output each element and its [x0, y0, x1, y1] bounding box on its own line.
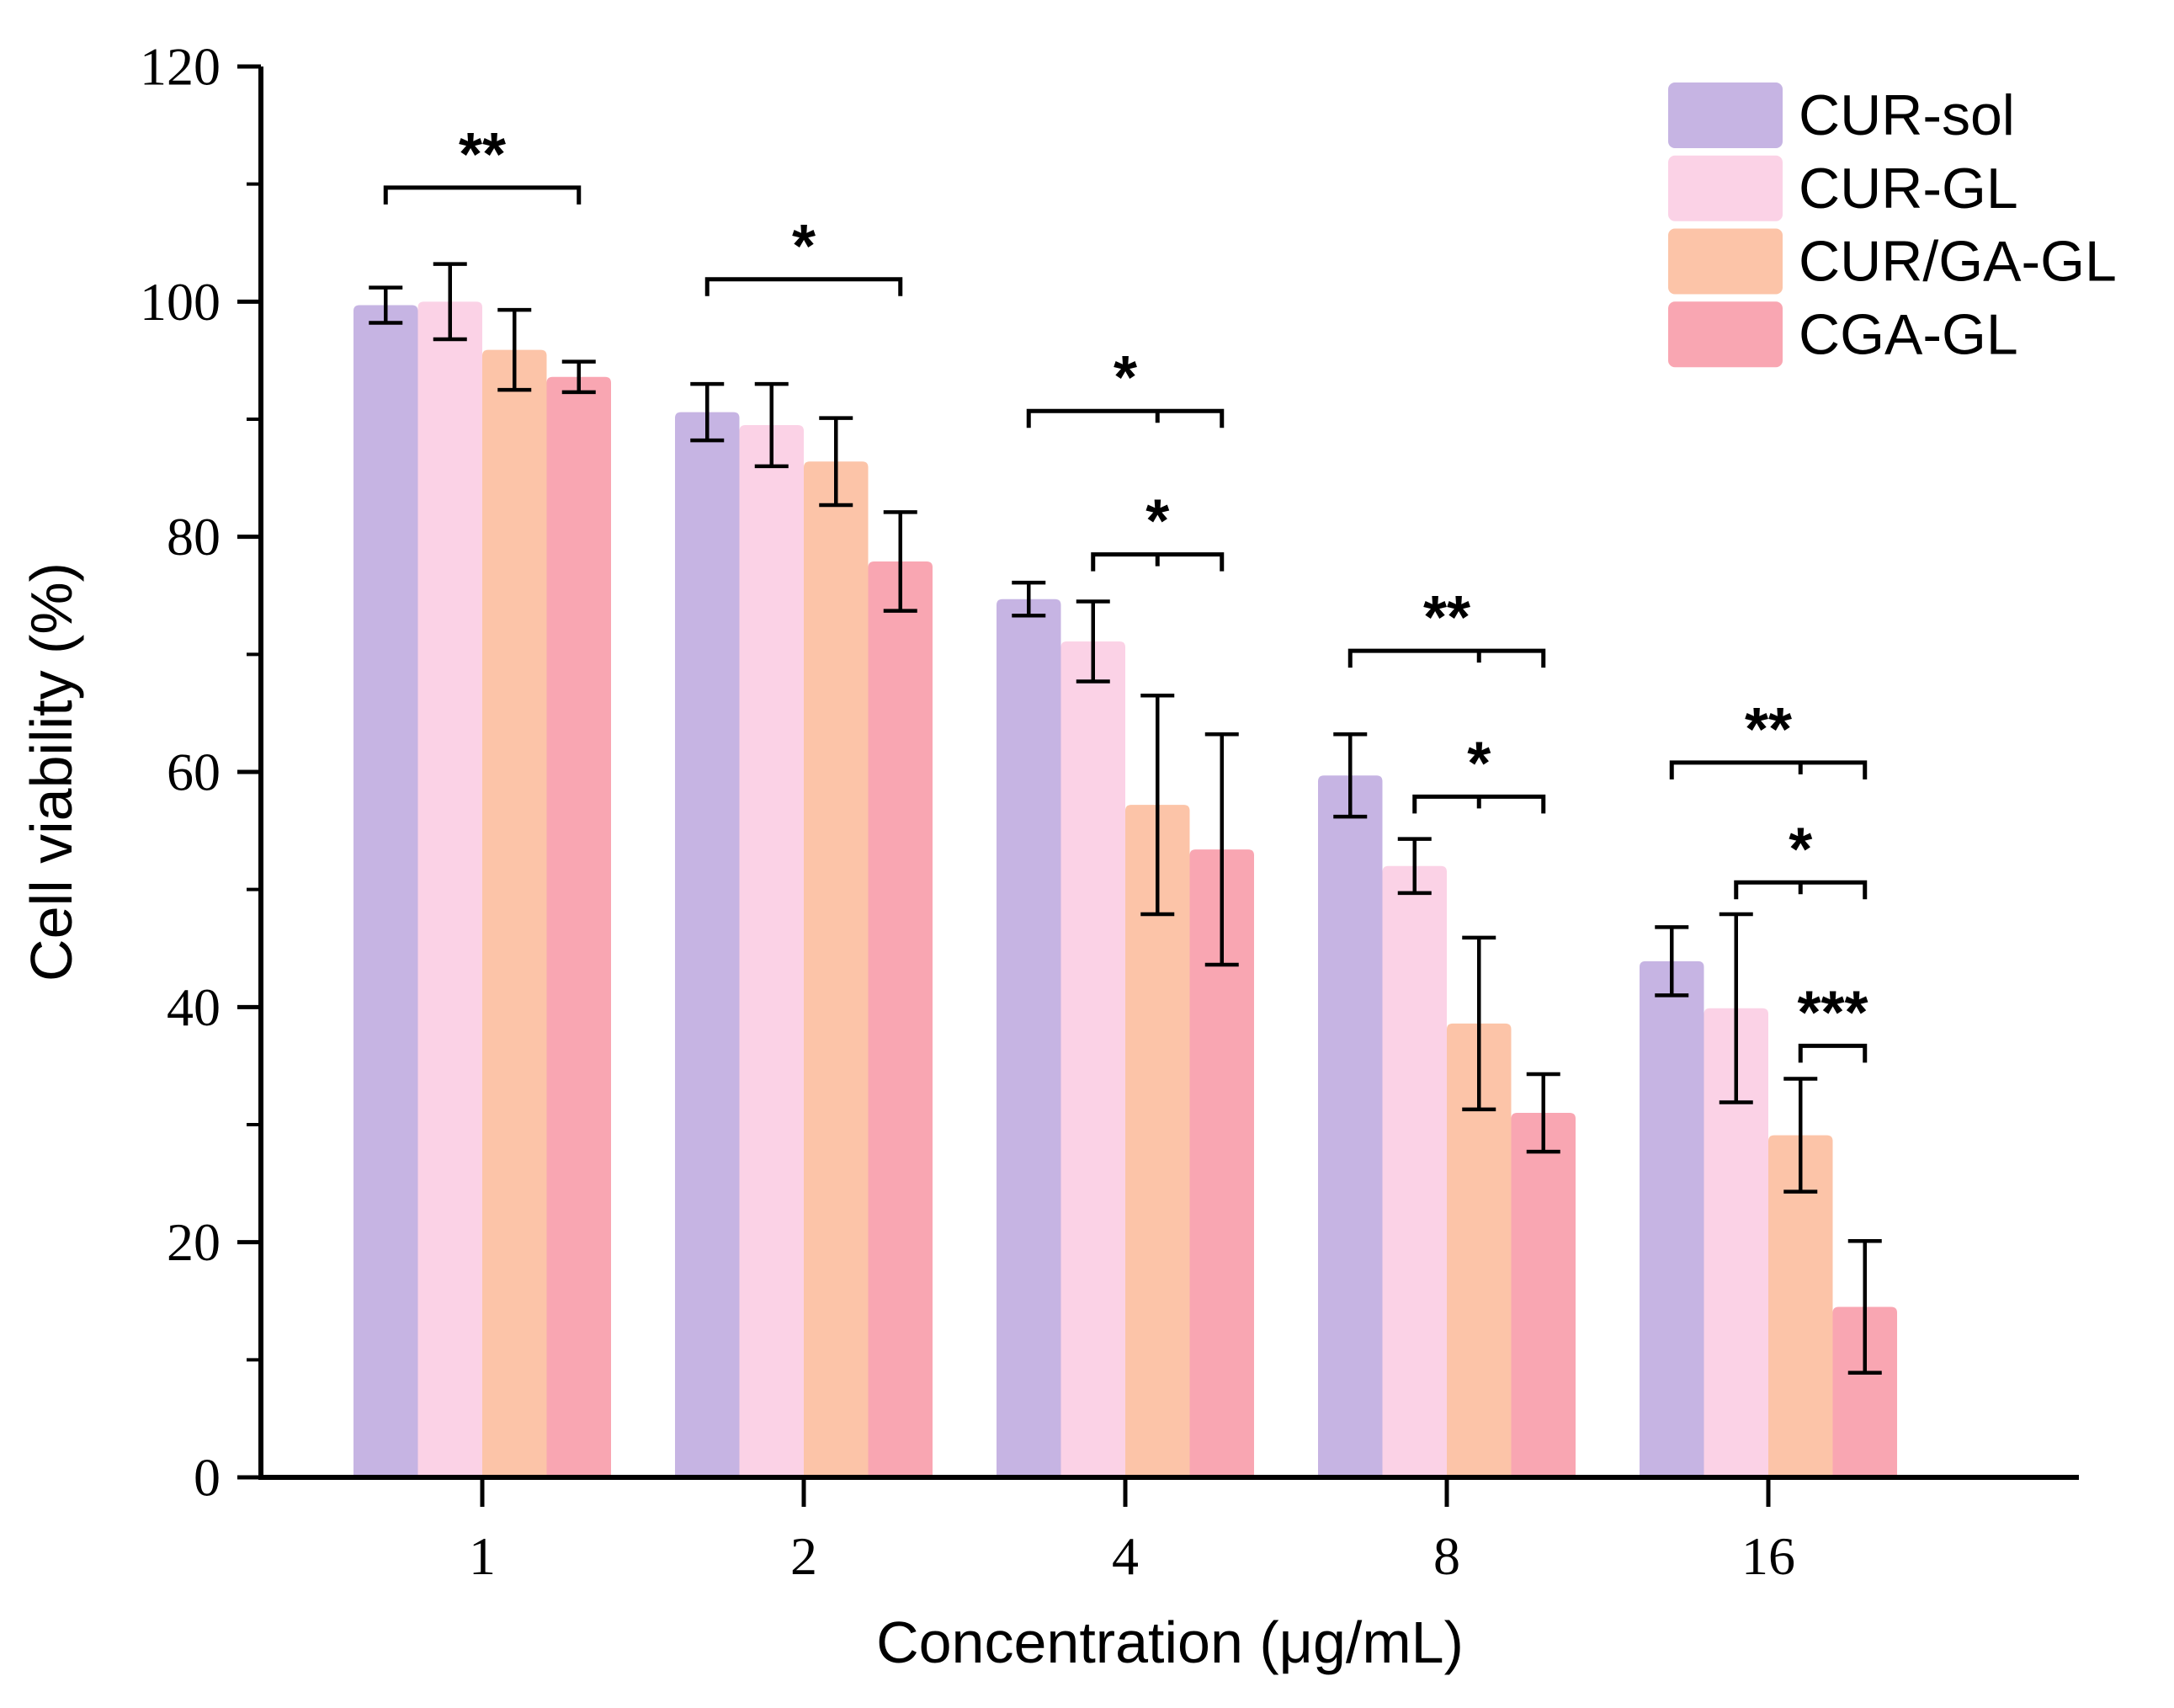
bar	[482, 349, 547, 1477]
error-bar	[1140, 693, 1175, 917]
error-bar	[1655, 925, 1689, 998]
bar	[1511, 1113, 1576, 1477]
y-tick-label: 20	[167, 1212, 221, 1272]
bar	[1318, 775, 1383, 1477]
significance-label: **	[459, 121, 506, 189]
significance-label: **	[1745, 696, 1792, 764]
significance-label: *	[792, 213, 816, 280]
y-tick-label: 80	[167, 507, 221, 567]
bar	[1768, 1135, 1833, 1477]
bar	[1640, 960, 1704, 1477]
bar	[1704, 1008, 1768, 1477]
significance-label: *	[1145, 488, 1169, 556]
significance-label: *	[1467, 730, 1491, 797]
error-bar	[561, 359, 596, 395]
error-bar	[754, 381, 789, 469]
bar	[997, 599, 1061, 1478]
significance-label: *	[1789, 816, 1812, 883]
error-bar	[433, 262, 467, 342]
bar	[1125, 805, 1190, 1477]
y-axis-title: Cell viability (%)	[19, 562, 84, 982]
significance-bracket	[1026, 408, 1225, 428]
significance-bracket	[1734, 880, 1868, 900]
error-bar	[1076, 599, 1110, 684]
bar	[1060, 641, 1125, 1477]
error-bar	[690, 381, 725, 443]
significance-label: ***	[1797, 979, 1868, 1046]
bar	[1832, 1306, 1897, 1477]
legend-label-cga-gl: CGA-GL	[1799, 302, 2018, 366]
error-bar	[1462, 935, 1496, 1112]
bar	[1447, 1023, 1512, 1477]
significance-bracket	[704, 277, 903, 296]
bar	[804, 461, 869, 1477]
bar	[546, 376, 611, 1478]
significance-label: **	[1423, 584, 1470, 652]
significance-bracket	[383, 185, 582, 205]
x-tick-label: 2	[790, 1526, 817, 1586]
legend-label-cur-ga-gl: CUR/GA-GL	[1799, 230, 2117, 294]
error-bar	[883, 510, 917, 613]
significance-label: *	[1114, 344, 1137, 412]
legend-swatch-cur-ga-gl	[1668, 228, 1783, 295]
legend-label-cur-gl: CUR-GL	[1799, 157, 2018, 221]
significance-bracket	[1412, 794, 1546, 814]
legend-swatch-cga-gl	[1668, 301, 1783, 368]
significance-bracket	[1347, 648, 1546, 668]
bar	[675, 412, 740, 1477]
bar	[1382, 865, 1447, 1477]
error-bar	[497, 307, 532, 392]
x-tick-label: 16	[1741, 1526, 1795, 1586]
legend-swatch-cur-gl	[1668, 155, 1783, 221]
y-tick-label: 100	[140, 272, 221, 332]
y-tick-label: 40	[167, 977, 221, 1037]
bar	[1189, 849, 1254, 1477]
error-bar	[1397, 837, 1432, 896]
error-bar	[1847, 1239, 1882, 1375]
x-tick-label: 4	[1112, 1526, 1139, 1586]
error-bar	[369, 285, 403, 325]
error-bar	[1204, 732, 1239, 967]
error-bar	[1783, 1077, 1818, 1194]
x-tick-label: 1	[469, 1526, 496, 1586]
bar	[739, 424, 804, 1477]
bar	[353, 305, 418, 1478]
bar	[868, 561, 933, 1478]
y-tick-label: 60	[167, 742, 221, 802]
error-bar	[1012, 580, 1046, 618]
x-tick-label: 8	[1433, 1526, 1460, 1586]
bar	[417, 301, 482, 1477]
error-bar	[1333, 732, 1368, 819]
legend-label-cur-sol: CUR-sol	[1799, 83, 2015, 147]
significance-bracket	[1091, 552, 1225, 572]
x-axis-title: Concentration (μg/mL)	[876, 1610, 1464, 1675]
significance-bracket	[1798, 1043, 1868, 1063]
significance-bracket	[1669, 760, 1868, 780]
y-tick-label: 0	[194, 1448, 221, 1508]
y-tick-label: 120	[140, 37, 221, 97]
error-bar	[1719, 912, 1753, 1104]
error-bar	[819, 416, 853, 508]
error-bar	[1526, 1072, 1560, 1154]
legend-swatch-cur-sol	[1668, 82, 1783, 148]
